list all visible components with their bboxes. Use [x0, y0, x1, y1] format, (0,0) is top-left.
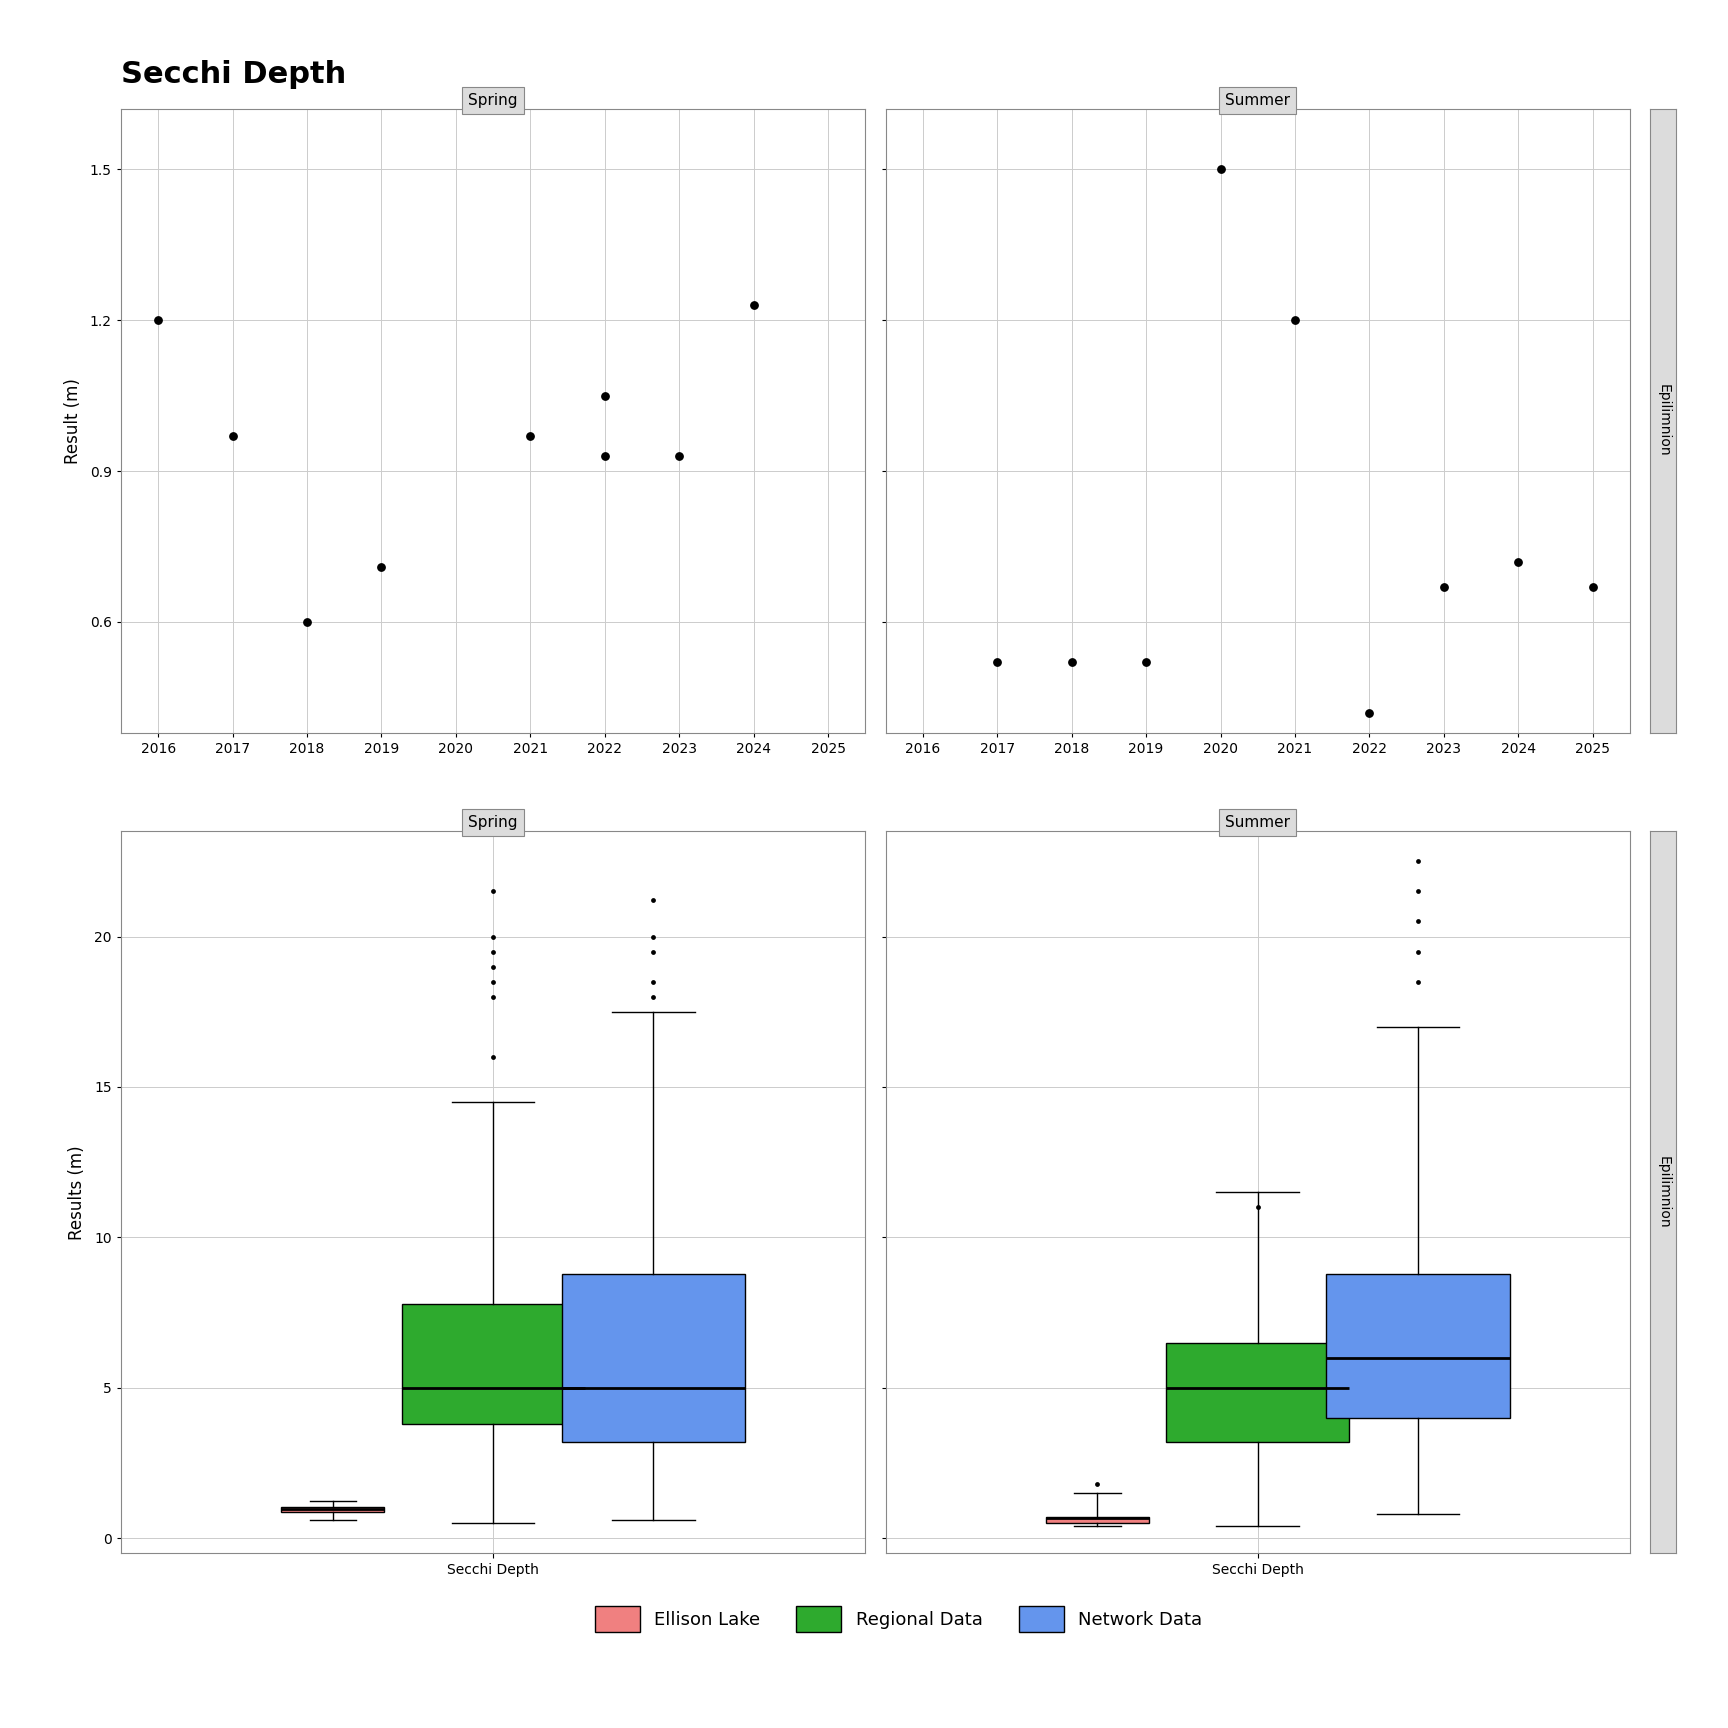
Point: [1405, 847, 1433, 874]
Bar: [1327, 1274, 1510, 1419]
Point: [479, 923, 506, 950]
Point: [591, 382, 619, 410]
Point: [1244, 1194, 1272, 1222]
Point: [1355, 698, 1382, 726]
Point: [1579, 574, 1607, 601]
Text: Secchi Depth: Secchi Depth: [121, 60, 346, 90]
Bar: [282, 1507, 384, 1512]
Point: [665, 442, 693, 470]
Text: Comparison with Network Data: Comparison with Network Data: [121, 861, 657, 890]
Point: [639, 968, 667, 995]
Y-axis label: Result (m): Result (m): [64, 378, 81, 463]
Point: [145, 306, 173, 334]
Title: Summer: Summer: [1225, 816, 1291, 829]
Point: [1405, 968, 1433, 995]
Point: [740, 292, 767, 320]
Point: [1206, 156, 1234, 183]
Point: [1405, 907, 1433, 935]
Point: [1132, 648, 1159, 676]
Point: [219, 422, 247, 449]
Point: [479, 952, 506, 980]
Point: [1280, 306, 1308, 334]
Point: [1405, 878, 1433, 905]
Point: [1058, 648, 1085, 676]
Y-axis label: Results (m): Results (m): [67, 1146, 86, 1239]
Point: [1083, 1471, 1111, 1498]
Point: [639, 923, 667, 950]
Point: [517, 422, 544, 449]
Point: [368, 553, 396, 581]
Point: [591, 442, 619, 470]
Point: [639, 983, 667, 1011]
Bar: [401, 1303, 584, 1424]
Point: [639, 886, 667, 914]
Title: Summer: Summer: [1225, 93, 1291, 107]
Title: Spring: Spring: [468, 93, 518, 107]
Text: Epilimnion: Epilimnion: [1655, 384, 1671, 458]
Point: [294, 608, 321, 636]
Point: [1405, 938, 1433, 966]
Text: Epilimnion: Epilimnion: [1655, 1156, 1671, 1229]
Point: [479, 968, 506, 995]
Point: [983, 648, 1011, 676]
Point: [479, 983, 506, 1011]
Point: [1431, 574, 1458, 601]
Point: [1505, 548, 1533, 575]
Bar: [562, 1274, 745, 1443]
Point: [479, 938, 506, 966]
Point: [639, 938, 667, 966]
Bar: [1166, 1343, 1350, 1443]
Point: [479, 878, 506, 905]
Title: Spring: Spring: [468, 816, 518, 829]
Bar: [1045, 1517, 1149, 1522]
Legend: Ellison Lake, Regional Data, Network Data: Ellison Lake, Regional Data, Network Dat…: [588, 1598, 1210, 1640]
Point: [479, 1044, 506, 1071]
